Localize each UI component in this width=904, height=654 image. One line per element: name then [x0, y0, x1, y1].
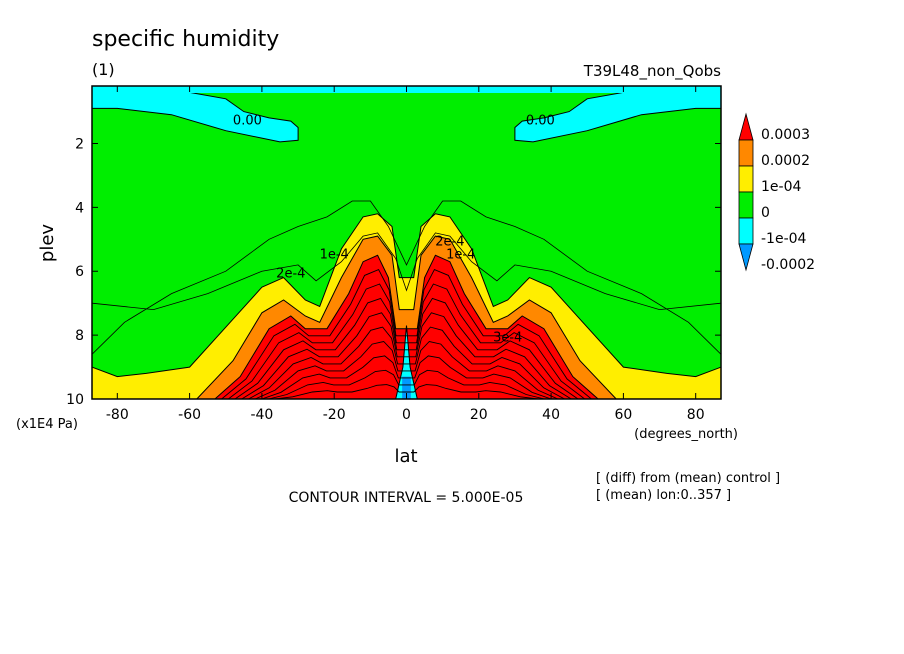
contour-line-inner [241, 312, 572, 399]
legend-label: 0 [761, 205, 770, 221]
contour-label: 2e-4 [435, 235, 464, 250]
x-tick-label: -20 [323, 407, 346, 423]
band-cyan-equator [395, 325, 418, 399]
x-tick-label: -60 [178, 407, 201, 423]
contour-label: 3e-4 [493, 331, 522, 346]
chart-title: specific humidity [92, 27, 279, 52]
contour-line-inner [248, 326, 565, 399]
contour-line-green [92, 232, 721, 311]
band-red [214, 254, 599, 399]
legend-label: -1e-04 [761, 231, 807, 247]
y-axis-units: (x1E4 Pa) [16, 417, 78, 432]
note-diff: [ (diff) from (mean) control ] [596, 471, 780, 486]
x-tick-label: 40 [542, 407, 560, 423]
chart-subtitle: (1) [92, 60, 115, 79]
run-label: T39L48_non_Qobs [583, 62, 721, 81]
x-axis: -80 -60 -40 -20 0 20 40 60 80 [106, 86, 705, 423]
legend-swatch [738, 243, 754, 272]
x-tick-label: 80 [687, 407, 705, 423]
contour-interval: CONTOUR INTERVAL = 5.000E-05 [289, 490, 524, 506]
y-tick-label: 2 [75, 137, 84, 153]
x-tick-label: 20 [470, 407, 488, 423]
band-blue-equator [402, 376, 411, 399]
contour-line-inner [261, 355, 552, 399]
legend-label: 0.0003 [761, 127, 810, 143]
contour-line-inner [228, 283, 585, 399]
colorbar-legend: 0.0003 0.0002 1e-04 0 -1e-04 -0.0002 [738, 112, 815, 273]
contour-line-inner [268, 369, 545, 399]
x-tick-label: 0 [402, 407, 411, 423]
y-axis: 2 4 6 8 10 [66, 137, 721, 408]
legend-swatch [738, 139, 754, 167]
y-tick-label: 6 [75, 264, 84, 280]
legend-label: 0.0002 [761, 153, 810, 169]
x-tick-label: -40 [250, 407, 273, 423]
contour-label: 0.00 [233, 113, 262, 128]
x-axis-units: (degrees_north) [634, 427, 738, 442]
note-mean: [ (mean) lon:0..357 ] [596, 488, 731, 503]
y-tick-label: 10 [66, 392, 84, 408]
contour-line-inner [275, 384, 538, 399]
contour-line-outer [92, 200, 721, 355]
contour-line-inner [221, 269, 592, 399]
contour-line-inner [254, 341, 559, 399]
contour-label: 0.00 [526, 113, 555, 128]
legend-label: 1e-04 [761, 179, 801, 195]
x-tick-label: 60 [614, 407, 632, 423]
legend-label: -0.0002 [761, 257, 815, 273]
x-axis-label: lat [394, 446, 417, 467]
legend-swatch [738, 112, 754, 141]
legend-swatch [738, 191, 754, 219]
band-cyan-top-left [92, 86, 299, 143]
contour-label: 2e-4 [276, 267, 305, 282]
contour-label: 1e-4 [446, 248, 475, 263]
legend-swatch [738, 217, 754, 245]
y-axis-label: plev [37, 224, 58, 263]
contour-label: 1e-4 [320, 248, 349, 263]
y-tick-label: 8 [75, 328, 84, 344]
y-tick-label: 4 [75, 200, 84, 216]
legend-swatch [738, 165, 754, 193]
contour-line-inner [234, 297, 579, 399]
x-tick-label: -80 [106, 407, 129, 423]
